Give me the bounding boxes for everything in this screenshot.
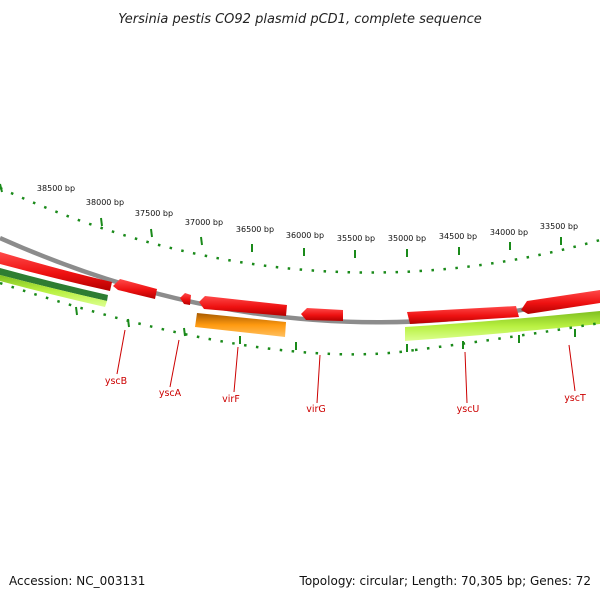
tick-label: 38000 bp <box>86 198 124 207</box>
major-tick <box>100 217 103 227</box>
callout-line <box>464 351 468 404</box>
gene-label-yscB: yscB <box>105 376 127 387</box>
tick-label: 37500 bp <box>135 209 173 218</box>
tick-label: 36500 bp <box>236 225 274 234</box>
tick-label: 36000 bp <box>286 231 324 240</box>
gene-arrow <box>180 293 191 305</box>
callout-line <box>233 346 239 393</box>
tick-label: 34000 bp <box>490 228 528 237</box>
gene-callouts <box>116 329 576 404</box>
gene-arrow <box>407 306 519 324</box>
gene-label-yscT: yscT <box>564 393 586 404</box>
callout-line <box>568 344 576 392</box>
tick-label: 33500 bp <box>540 222 578 231</box>
tick-label: 37000 bp <box>185 218 223 227</box>
gene-arrow <box>0 268 108 301</box>
inner-tick-ring <box>0 281 600 356</box>
major-tick <box>183 327 186 337</box>
forward-strand-features <box>0 252 600 324</box>
map-title: Yersinia pestis CO92 plasmid pCD1, compl… <box>118 12 481 27</box>
callout-line <box>116 329 126 375</box>
gene-arrow <box>113 279 157 299</box>
gene-arrow <box>0 252 112 291</box>
scale-labels: 38500 bp 38000 bp 37500 bp 37000 bp 3650… <box>37 184 578 243</box>
tick-label: 38500 bp <box>37 184 75 193</box>
gene-arrow <box>199 296 287 316</box>
major-tick <box>200 236 203 246</box>
gene-labels: yscB yscA virF virG yscU yscT <box>105 376 586 415</box>
accession-label: Accession: NC_003131 <box>9 574 145 588</box>
gene-arrow <box>521 290 600 314</box>
tick-label: 35000 bp <box>388 234 426 243</box>
callout-line <box>316 354 321 404</box>
gene-label-yscU: yscU <box>457 404 480 415</box>
gene-label-virF: virF <box>222 394 240 405</box>
major-tick <box>0 183 3 193</box>
tick-label: 35500 bp <box>337 234 375 243</box>
gene-label-virG: virG <box>306 404 326 415</box>
reverse-strand-features <box>0 268 600 341</box>
gene-label-yscA: yscA <box>159 388 182 399</box>
major-tick <box>150 228 153 238</box>
gene-arrow <box>405 311 600 341</box>
plasmid-summary: Topology: circular; Length: 70,305 bp; G… <box>299 574 591 588</box>
gene-arrow <box>0 275 107 307</box>
callout-line <box>169 339 180 388</box>
major-tick <box>75 306 78 316</box>
gene-arrow <box>301 308 343 321</box>
gene-arrow <box>195 313 286 337</box>
tick-label: 34500 bp <box>439 232 477 241</box>
major-tick <box>127 318 130 328</box>
outer-tick-ring <box>0 183 600 274</box>
